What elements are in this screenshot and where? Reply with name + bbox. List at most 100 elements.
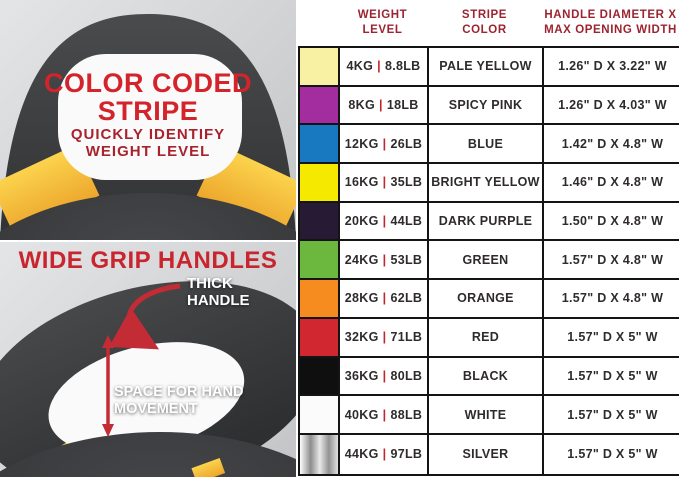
- weight-lb: 71LB: [390, 330, 423, 345]
- weight-level-cell: 24KG | 53LB: [340, 241, 429, 281]
- stripe-color-name-cell: SILVER: [429, 434, 544, 474]
- weight-kg: 44KG: [344, 447, 379, 462]
- weight-lb: 35LB: [390, 175, 423, 190]
- weight-lb: 53LB: [390, 252, 423, 267]
- stripe-color-name-cell: ORANGE: [429, 280, 544, 319]
- weight-level-cell: 36KG | 80LB: [340, 357, 429, 397]
- handle-dimensions-cell: 1.57" D X 4.8" W: [544, 241, 679, 281]
- stripe-color-swatch: [300, 280, 340, 319]
- weight-kg: 36KG: [344, 368, 379, 383]
- weight-level-cell: 40KG | 88LB: [340, 396, 429, 435]
- column-header-weight-level: WEIGHT LEVEL: [338, 8, 427, 38]
- weight-lb: 88LB: [390, 407, 423, 422]
- header-stripe-line1: STRIPE: [461, 9, 508, 21]
- weight-kg: 16KG: [344, 175, 379, 190]
- header-handle-line1: HANDLE DIAMETER X: [544, 9, 677, 21]
- kettlebell-bottom-photo: WIDE GRIP HANDLES THICK HANDLE SPACE FOR…: [0, 242, 296, 477]
- top-photo-title-line2: STRIPE: [97, 96, 199, 126]
- weight-kg: 28KG: [344, 291, 379, 306]
- handle-dimensions-cell: 1.57" D X 5" W: [544, 318, 679, 358]
- weight-kg: 8KG: [348, 98, 375, 113]
- weight-kg: 20KG: [344, 214, 379, 229]
- weight-lb: 26LB: [390, 136, 423, 151]
- top-photo-title-line1: COLOR CODED: [44, 68, 252, 98]
- weight-kg: 24KG: [344, 252, 379, 267]
- stripe-color-swatch: [300, 86, 340, 126]
- stripe-color-name-cell: WHITE: [429, 396, 544, 435]
- handle-dimensions-cell: 1.50" D X 4.8" W: [544, 202, 679, 242]
- weight-separator: |: [382, 136, 387, 151]
- weight-separator: |: [379, 98, 383, 113]
- kettlebell-handle-illustration: [0, 14, 296, 240]
- weight-lb: 44LB: [390, 214, 423, 229]
- handle-dimensions-cell: 1.26" D X 3.22" W: [544, 48, 679, 87]
- thick-handle-label: THICK HANDLE: [187, 275, 250, 310]
- weight-level-cell: 20KG | 44LB: [340, 202, 429, 242]
- handle-dimensions-cell: 1.26" D X 4.03" W: [544, 86, 679, 126]
- stripe-color-name-cell: BLUE: [429, 125, 544, 165]
- weight-separator: |: [382, 407, 387, 422]
- stripe-color-name-cell: GREEN: [429, 241, 544, 281]
- header-stripe-line2: COLOR: [462, 23, 507, 36]
- weight-level-cell: 32KG | 71LB: [340, 318, 429, 358]
- header-weight-line2: LEVEL: [362, 23, 403, 36]
- handle-dimensions-cell: 1.57" D X 4.8" W: [544, 280, 679, 319]
- space-for-hand-label: SPACE FOR HAND MOVEMENT: [114, 384, 243, 417]
- stripe-color-swatch: [300, 202, 340, 242]
- handle-dimensions-cell: 1.57" D X 5" W: [544, 434, 679, 474]
- bottom-photo-title: WIDE GRIP HANDLES: [18, 247, 278, 274]
- header-handle-line2: MAX OPENING WIDTH: [544, 23, 677, 36]
- weight-level-cell: 16KG | 35LB: [340, 164, 429, 203]
- weight-separator: |: [382, 214, 387, 229]
- stripe-color-name-cell: BRIGHT YELLOW: [429, 164, 544, 203]
- handle-dimensions-cell: 1.42" D X 4.8" W: [544, 125, 679, 165]
- stripe-color-swatch: [300, 396, 340, 435]
- column-header-handle-diameter: HANDLE DIAMETER X MAX OPENING WIDTH: [542, 8, 679, 38]
- weight-lb: 80LB: [390, 368, 423, 383]
- double-arrow-icon: [102, 335, 114, 437]
- column-header-stripe-color: STRIPE COLOR: [427, 8, 542, 38]
- stripe-color-swatch: [300, 318, 340, 358]
- weight-level-cell: 4KG | 8.8LB: [340, 48, 429, 87]
- weight-kg: 40KG: [344, 407, 379, 422]
- weight-separator: |: [382, 447, 387, 462]
- weight-separator: |: [382, 291, 387, 306]
- kettlebell-body: [0, 193, 296, 240]
- left-panel: COLOR CODED STRIPE QUICKLY IDENTIFY WEIG…: [0, 0, 296, 477]
- space-label-line1: SPACE FOR HAND: [114, 384, 244, 400]
- weight-level-cell: 8KG | 18LB: [340, 86, 429, 126]
- handle-window: [58, 54, 242, 180]
- stripe-color-swatch: [300, 434, 340, 474]
- stripe-color-name-cell: RED: [429, 318, 544, 358]
- handle-dimensions-cell: 1.46" D X 4.8" W: [544, 164, 679, 203]
- color-stripe-left: [0, 144, 100, 236]
- weight-lb: 97LB: [390, 447, 423, 462]
- weight-level-cell: 28KG | 62LB: [340, 280, 429, 319]
- stripe-color-name-cell: SPICY PINK: [429, 86, 544, 126]
- stripe-color-swatch: [300, 48, 340, 87]
- top-photo-subtitle-line2: WEIGHT LEVEL: [85, 143, 211, 160]
- weight-lb: 8.8LB: [384, 59, 421, 74]
- top-photo-subtitle-line1: QUICKLY IDENTIFY: [70, 126, 226, 143]
- header-weight-line1: WEIGHT: [357, 9, 408, 21]
- weight-kg: 32KG: [344, 330, 379, 345]
- handle-dimensions-cell: 1.57" D X 5" W: [544, 396, 679, 435]
- weight-separator: |: [382, 175, 387, 190]
- stripe-color-swatch: [300, 125, 340, 165]
- handle-dimensions-cell: 1.57" D X 5" W: [544, 357, 679, 397]
- weight-separator: |: [382, 368, 387, 383]
- curved-arrow-icon: [108, 283, 181, 350]
- space-label-line2: MOVEMENT: [114, 400, 198, 417]
- stripe-color-swatch: [300, 241, 340, 281]
- stripe-color-name-cell: DARK PURPLE: [429, 202, 544, 242]
- weight-kg: 12KG: [344, 136, 379, 151]
- weight-level-cell: 12KG | 26LB: [340, 125, 429, 165]
- stripe-color-name-cell: BLACK: [429, 357, 544, 397]
- stripe-color-name-cell: PALE YELLOW: [429, 48, 544, 87]
- weight-separator: |: [382, 252, 387, 267]
- weight-spec-table: 4KG | 8.8LB PALE YELLOW 1.26" D X 3.22" W 8KG…: [298, 46, 679, 476]
- weight-lb: 18LB: [386, 98, 419, 113]
- grip-window: [48, 342, 245, 455]
- weight-separator: |: [382, 330, 387, 345]
